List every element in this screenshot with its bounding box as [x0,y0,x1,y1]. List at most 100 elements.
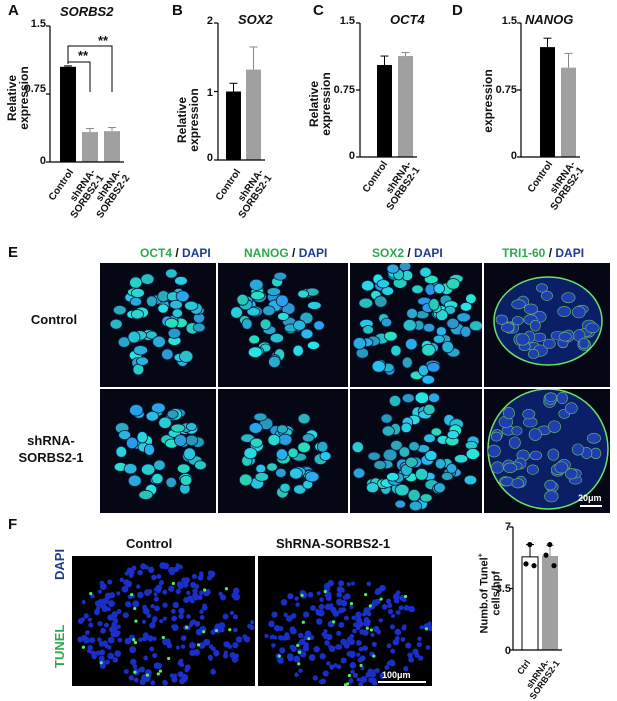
cell-nucleus [289,626,296,633]
cell-nucleus [290,613,297,619]
cell-nucleus [370,632,375,637]
cell-nucleus [307,591,314,598]
cell-nucleus [179,350,194,363]
cell-nucleus [151,472,164,485]
cell-nucleus [203,638,211,646]
cell-nucleus [453,454,469,464]
cell-nucleus [218,591,223,597]
cell-nucleus [544,490,559,503]
cell-nucleus [541,290,553,301]
cell-nucleus [115,445,128,458]
cell-nucleus [156,573,162,579]
cell-nucleus [338,607,345,614]
cell-nucleus [243,447,258,460]
cell-nucleus [508,436,521,449]
cell-nucleus [97,620,103,627]
scale-bar-e [580,505,602,507]
cell-nucleus [125,581,131,587]
cell-nucleus [351,441,364,453]
cell-nucleus [150,603,155,609]
tunel-positive-spot [369,628,373,632]
cell-nucleus [328,644,333,649]
cell-nucleus [414,467,429,481]
cell-nucleus [85,630,90,635]
cell-nucleus [87,617,93,622]
cell-nucleus [249,437,264,448]
cell-nucleus [523,303,538,315]
cell-nucleus [229,610,235,616]
cell-nucleus [390,439,403,451]
cell-nucleus [340,599,348,607]
cell-nucleus [565,468,578,480]
cell-nucleus [373,460,387,470]
cell-nucleus [100,603,108,610]
cell-nucleus [183,596,190,604]
gene-title-nanog: NANOG [525,12,574,27]
cell-nucleus [529,450,542,461]
cell-nucleus [425,645,431,650]
scale-bar-f [378,681,426,683]
cell-nucleus [379,672,386,679]
cell-nucleus [408,441,420,452]
cell-nucleus [346,651,353,657]
cell-nucleus [310,605,316,611]
cell-nucleus [428,298,440,311]
tunel-positive-spot [332,620,336,624]
data-point-f-1-0 [547,541,553,548]
cell-nucleus [571,443,585,456]
cell-nucleus [398,605,404,611]
cell-nucleus [326,661,331,666]
cell-nucleus [136,356,149,366]
cell-nucleus [389,624,395,630]
cell-nucleus [142,608,149,615]
column-title-sox2: SOX2 / DAPI [372,246,443,260]
tunel-positive-spot [364,593,368,597]
cell-nucleus [96,637,102,643]
tunel-positive-spot [134,619,138,623]
cell-nucleus [394,483,410,497]
cell-nucleus [236,293,249,306]
cell-nucleus [366,581,372,587]
cell-nucleus [441,471,454,481]
cell-nucleus [464,440,478,450]
cell-nucleus [324,640,330,646]
cell-nucleus [298,632,304,639]
cell-nucleus [173,566,180,573]
cell-nucleus [143,443,155,456]
cell-nucleus [403,666,409,672]
tick-d-mid: 0.75 [495,84,517,96]
bar-b-0 [226,91,241,160]
cell-nucleus [189,598,195,604]
tunel-positive-spot [403,594,408,599]
cell-nucleus [487,444,501,458]
cell-nucleus [426,361,441,373]
cell-nucleus [366,482,379,494]
significance-bracket-1 [67,60,91,92]
cell-nucleus [116,609,122,614]
cell-nucleus [418,655,424,661]
cell-nucleus [95,606,101,612]
significance-marker-1: ** [78,48,89,63]
cell-nucleus [159,619,164,624]
cell-nucleus [140,463,156,476]
tunel-positive-spot [224,587,229,591]
cell-nucleus [384,330,398,342]
cell-nucleus [398,446,411,458]
cell-nucleus [590,447,602,459]
cell-nucleus [150,680,156,686]
cell-nucleus [381,425,395,437]
cell-nucleus [119,577,125,582]
cell-nucleus [361,279,375,292]
cell-nucleus [386,472,400,482]
cell-nucleus [207,570,213,576]
cell-nucleus [166,640,172,645]
cell-nucleus [162,589,168,595]
cell-nucleus [400,637,406,642]
cell-nucleus [528,428,542,441]
cell-nucleus [373,625,380,633]
bar-a-1 [82,132,98,162]
cell-nucleus [379,584,386,592]
cell-nucleus [407,652,413,658]
cell-nucleus [351,615,357,621]
cell-nucleus [423,403,436,416]
